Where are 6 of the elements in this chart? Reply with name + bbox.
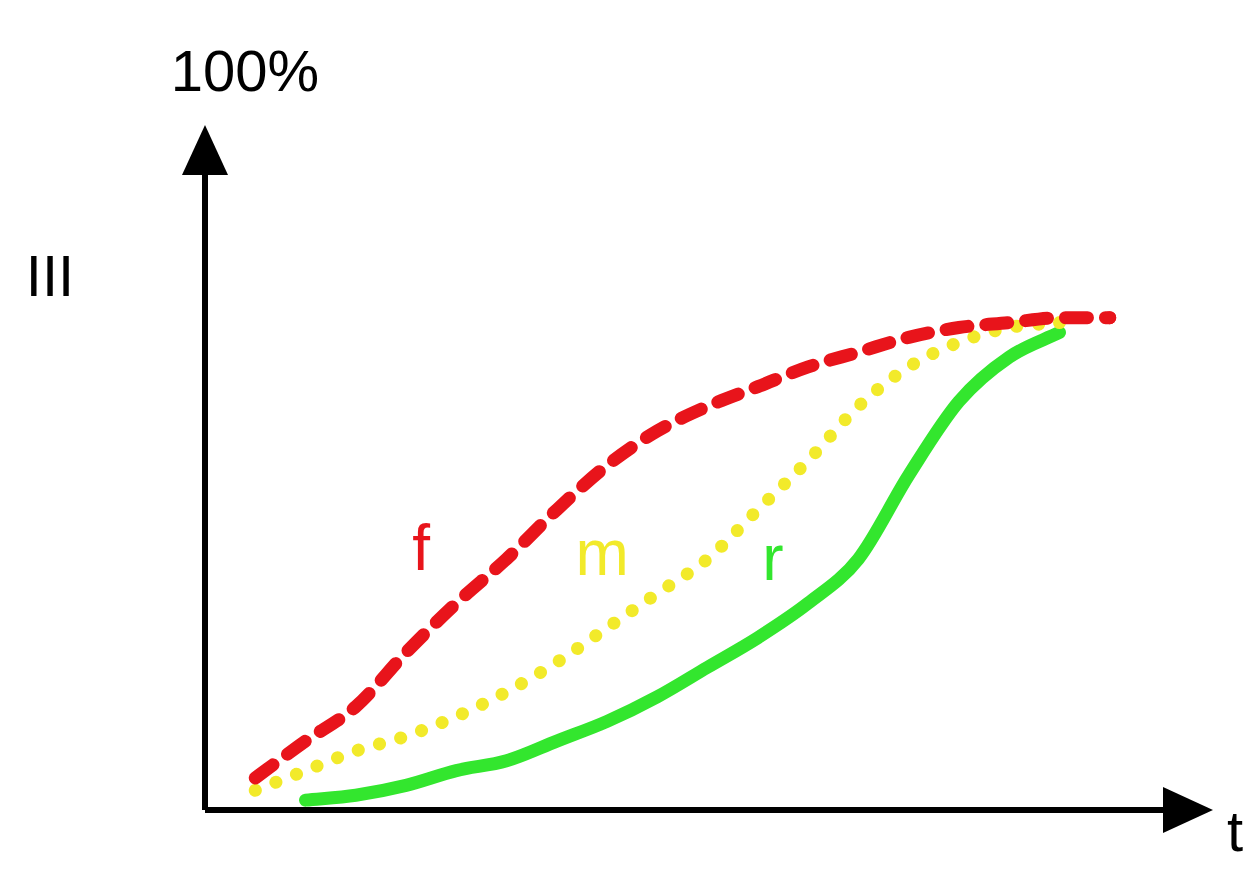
text: 100% — [170, 38, 320, 103]
series-label: r — [762, 522, 784, 595]
y-axis-title: III — [25, 243, 75, 308]
series-label: f — [412, 512, 431, 585]
x-axis-title: t — [1226, 798, 1244, 863]
series-label: m — [575, 517, 629, 590]
